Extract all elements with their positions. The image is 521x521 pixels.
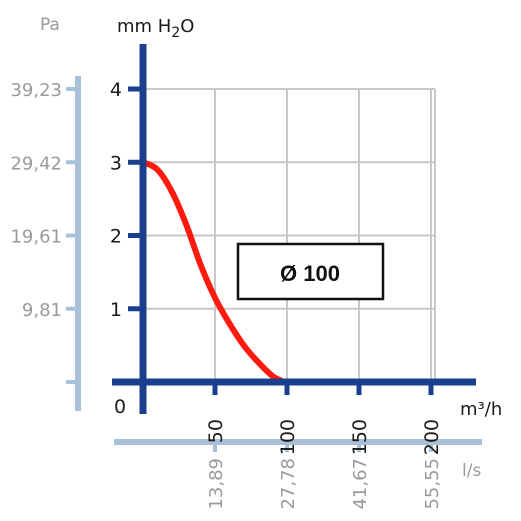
x-tick-label: 100 (277, 419, 299, 455)
x-axis-unit: m³/h (460, 399, 502, 420)
ls-tick-label: 13,89 (206, 458, 227, 510)
series-curve (140, 159, 288, 385)
y-tick-label: 1 (110, 299, 122, 321)
ls-axis-unit: l/s (462, 461, 481, 481)
axes-layer (66, 44, 482, 452)
labels-layer: 1 2 3 4 50 100 150 200 0 mm H2O m³/h Pa l/s 9,81 19,61… (10, 15, 502, 510)
annotation-box (236, 242, 385, 301)
y-tick-label: 3 (110, 152, 122, 174)
series-layer (140, 159, 288, 385)
origin-label: 0 (114, 396, 126, 418)
x-tick-label: 50 (205, 419, 227, 443)
ls-tick-label: 27,78 (278, 458, 299, 510)
annotation-label: Ø 100 (280, 261, 340, 286)
pa-tick-label: 29,42 (10, 153, 62, 174)
x-tick-label: 150 (349, 419, 371, 455)
pa-tick-label: 39,23 (10, 80, 62, 101)
pa-axis-unit: Pa (40, 15, 60, 35)
y-tick-label: 2 (110, 226, 122, 248)
y-tick-label: 4 (110, 79, 122, 101)
pa-tick-label: 19,61 (10, 227, 62, 248)
ls-tick-label: 55,55 (422, 458, 443, 510)
x-tick-label: 200 (421, 419, 443, 455)
grid-lines (143, 88, 436, 382)
ls-tick-label: 41,67 (350, 458, 371, 510)
pa-tick-label: 9,81 (22, 300, 62, 321)
y-axis-unit: mm H2O (117, 16, 194, 41)
